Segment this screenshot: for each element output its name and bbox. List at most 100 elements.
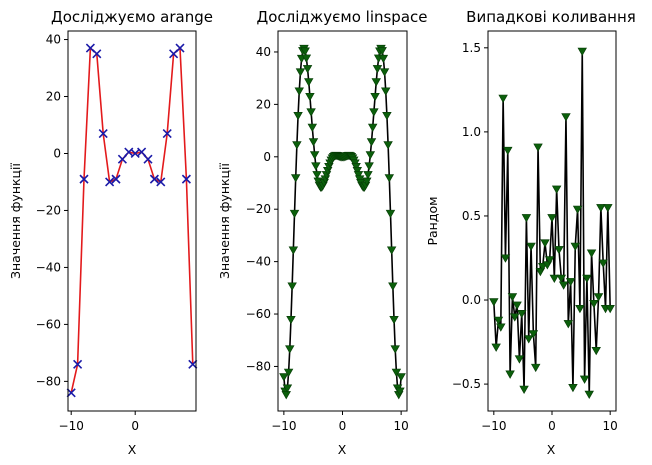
data-point bbox=[596, 204, 606, 213]
data-point bbox=[568, 384, 578, 393]
panel-1: Досліджуємо arange −80 −60 −40 −20 0 20 40 −10 0… bbox=[8, 8, 213, 457]
data-point bbox=[551, 185, 562, 194]
data-point bbox=[558, 281, 569, 290]
ytick-label: 0 bbox=[263, 150, 271, 164]
data-point bbox=[591, 347, 601, 356]
data-point bbox=[305, 92, 315, 102]
ytick-label: 1.5 bbox=[462, 41, 481, 55]
data-point bbox=[353, 171, 364, 180]
data-point bbox=[282, 384, 293, 393]
panel-2-marks bbox=[279, 44, 406, 400]
data-point bbox=[302, 65, 313, 74]
data-point bbox=[540, 239, 550, 248]
ytick-label: −40 bbox=[246, 255, 271, 269]
data-point bbox=[295, 68, 306, 77]
data-point bbox=[293, 112, 303, 121]
data-point bbox=[496, 323, 506, 332]
data-point bbox=[507, 293, 518, 302]
data-point bbox=[378, 54, 389, 64]
data-point bbox=[162, 128, 172, 139]
ytick-label: 0.5 bbox=[462, 209, 481, 223]
data-point bbox=[493, 316, 504, 326]
panel-1-ticks: −80 −60 −40 −20 0 20 40 −10 0 bbox=[36, 33, 139, 433]
data-point bbox=[579, 375, 590, 384]
xtick-label: 0 bbox=[548, 419, 556, 433]
data-point bbox=[365, 151, 376, 160]
data-point bbox=[382, 112, 392, 121]
data-point bbox=[526, 242, 536, 252]
data-point bbox=[352, 166, 363, 176]
panel-1-frame bbox=[67, 30, 197, 412]
data-point bbox=[572, 205, 583, 215]
data-point bbox=[565, 278, 576, 287]
ytick-label: −80 bbox=[246, 359, 271, 373]
data-point bbox=[396, 373, 406, 382]
xtick-label: −10 bbox=[481, 419, 506, 433]
data-point bbox=[598, 259, 608, 268]
data-point bbox=[498, 94, 508, 104]
data-point bbox=[79, 174, 89, 184]
xtick-label: 10 bbox=[603, 419, 618, 433]
data-point bbox=[286, 316, 296, 325]
panel-3-ylabel: Рандом bbox=[425, 196, 440, 245]
data-point bbox=[290, 174, 301, 183]
panel-3-marks bbox=[489, 47, 615, 399]
data-point bbox=[92, 49, 102, 59]
data-point bbox=[66, 388, 76, 398]
data-point bbox=[372, 65, 383, 74]
data-point bbox=[512, 301, 522, 310]
data-point bbox=[149, 174, 159, 184]
data-point bbox=[288, 246, 299, 255]
series-line bbox=[493, 50, 611, 395]
data-point bbox=[570, 242, 580, 252]
data-point bbox=[563, 320, 574, 329]
data-point bbox=[283, 368, 294, 378]
data-point bbox=[307, 123, 318, 133]
ytick-label: −20 bbox=[246, 202, 271, 216]
data-point bbox=[521, 214, 532, 223]
data-point bbox=[156, 177, 166, 187]
data-point bbox=[489, 298, 499, 307]
data-point bbox=[549, 274, 560, 283]
xtick-label: −10 bbox=[59, 419, 84, 433]
data-point bbox=[279, 373, 289, 382]
data-point bbox=[575, 304, 585, 314]
data-point bbox=[385, 209, 396, 219]
data-point bbox=[370, 92, 380, 102]
data-point bbox=[306, 108, 316, 117]
ytick-label: 0.0 bbox=[462, 293, 481, 307]
data-point bbox=[491, 343, 501, 352]
data-point bbox=[584, 390, 594, 399]
series-line bbox=[70, 47, 194, 393]
ytick-label: 20 bbox=[256, 97, 271, 111]
data-point bbox=[366, 138, 377, 147]
data-point bbox=[381, 87, 391, 96]
panel-3-title: Випадкові коливання bbox=[466, 8, 636, 26]
data-point bbox=[582, 274, 592, 283]
data-point bbox=[503, 146, 513, 156]
panel-3-xlabel: X bbox=[547, 442, 556, 457]
data-point bbox=[556, 274, 567, 283]
panel-3: Випадкові коливання −0.5 0.0 0.5 1.0 1.5 −10 0… bbox=[425, 8, 636, 457]
data-point bbox=[143, 154, 153, 164]
data-point bbox=[312, 171, 322, 180]
data-point bbox=[519, 385, 529, 394]
data-point bbox=[386, 246, 397, 255]
data-point bbox=[586, 249, 597, 258]
data-point bbox=[98, 128, 108, 139]
panel-1-ylabel: Значення функції bbox=[8, 162, 23, 279]
ytick-label: −0.5 bbox=[452, 377, 481, 391]
data-point bbox=[577, 47, 587, 56]
data-point bbox=[363, 171, 373, 180]
data-point bbox=[389, 316, 399, 325]
data-point bbox=[73, 359, 83, 369]
ytick-label: −40 bbox=[36, 260, 61, 274]
ytick-label: −60 bbox=[36, 317, 61, 331]
data-point bbox=[514, 355, 525, 364]
data-point bbox=[505, 370, 515, 379]
data-point bbox=[371, 78, 381, 87]
xtick-label: 0 bbox=[131, 419, 139, 433]
data-point bbox=[137, 147, 147, 157]
data-point bbox=[188, 359, 198, 369]
ytick-label: 0 bbox=[53, 146, 61, 160]
